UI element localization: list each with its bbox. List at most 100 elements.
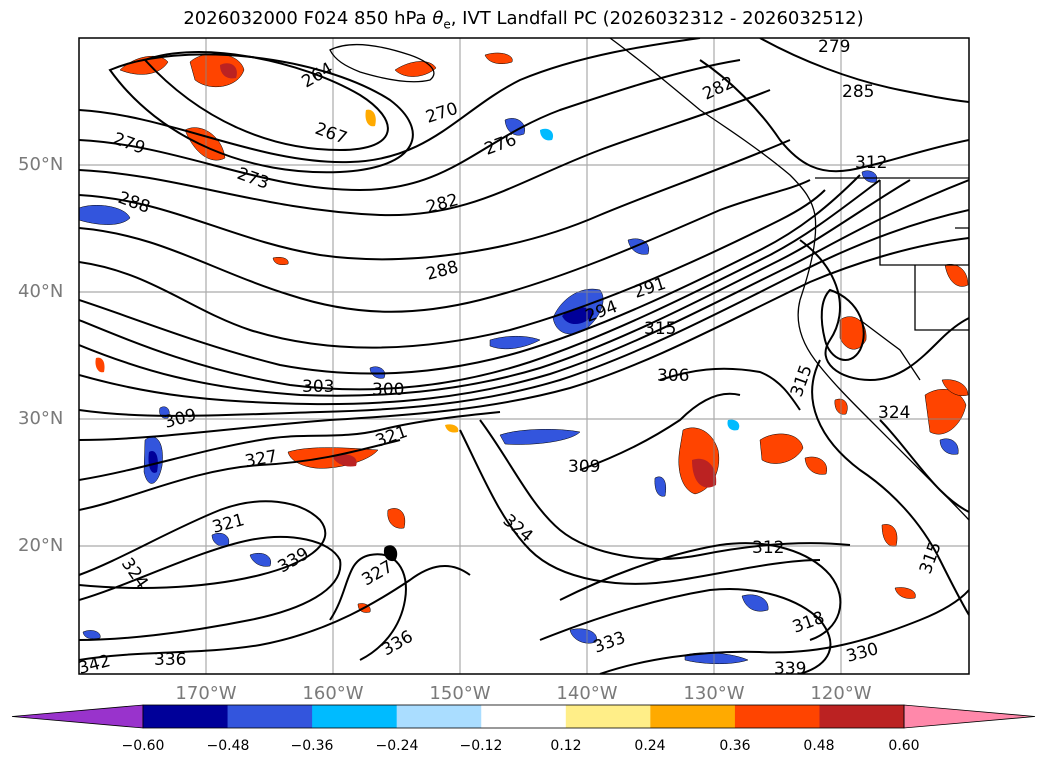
warm-anomaly-patch — [365, 109, 376, 127]
cool-anomaly-patch — [82, 630, 101, 639]
warm-anomaly-patch — [839, 316, 867, 350]
warm-anomaly-patch — [445, 424, 459, 433]
contour-line — [79, 500, 327, 589]
map-background — [79, 38, 969, 674]
cool-anomaly-core — [148, 450, 158, 473]
contour-line — [659, 367, 801, 411]
warm-anomaly-core — [692, 458, 717, 488]
lon-label-170w: 170°W — [175, 683, 237, 704]
cool-anomaly-patch — [489, 336, 541, 350]
coastlines — [329, 38, 969, 562]
warm-anomaly-patch — [119, 55, 169, 75]
colorbar-tick-label: 0.60 — [888, 738, 920, 754]
cool-anomaly-patch — [741, 594, 769, 612]
colorbar-segment — [734, 705, 820, 728]
contour-label: 285 — [842, 82, 874, 102]
contour-line — [820, 288, 865, 362]
colorbar-tick-label: −0.60 — [121, 738, 165, 754]
contour-line — [579, 392, 741, 471]
lon-label-160w: 160°W — [302, 683, 364, 704]
colorbar-segment — [227, 705, 313, 728]
warm-anomaly-patch — [804, 456, 828, 475]
lon-label-120w: 120°W — [810, 683, 872, 704]
contour-line — [79, 59, 741, 192]
colorbar-tick-label: −0.36 — [290, 738, 334, 754]
colorbar-segment — [312, 705, 398, 728]
contour-line — [79, 179, 911, 397]
cool-anomaly-patch — [654, 476, 666, 497]
contour-line — [79, 189, 826, 349]
contour-line — [79, 174, 861, 375]
warm-anomaly-patch — [394, 61, 437, 77]
colorbar-tick-label: 0.48 — [803, 738, 835, 754]
contour-label: 312 — [855, 153, 887, 173]
contour-line — [79, 209, 969, 417]
contour-line — [79, 439, 401, 511]
contour-label: 306 — [657, 366, 689, 386]
lat-label-40n: 40°N — [18, 281, 64, 302]
cool-anomaly-patch — [540, 128, 554, 141]
cool-anomaly-patch — [939, 438, 959, 455]
contour-line — [599, 589, 969, 674]
colorbar-tick-label: 0.36 — [719, 738, 751, 754]
warm-anomaly-patch — [759, 433, 804, 464]
contour-line — [329, 553, 407, 661]
cool-anomaly-patch — [499, 429, 581, 445]
shaded-anomaly-layer — [79, 52, 969, 665]
contour-label: 300 — [372, 380, 404, 400]
warm-anomaly-core — [332, 454, 357, 467]
state-border — [955, 227, 969, 265]
figure-title: 2026032000 F024 850 hPa θe, IVT Landfall… — [183, 8, 864, 32]
warm-anomaly-core — [220, 63, 237, 79]
contour-line — [759, 38, 969, 103]
colorbar-segment — [396, 705, 482, 728]
lat-label-20n: 20°N — [18, 535, 64, 556]
colorbar-extend-max — [903, 704, 1036, 729]
map-frame — [78, 37, 970, 675]
contour-line — [559, 542, 842, 641]
warm-anomaly-patch — [272, 257, 289, 265]
theta-e-contours — [79, 38, 969, 674]
colorbar-tick-label: −0.12 — [459, 738, 503, 754]
contour-line — [479, 419, 851, 560]
contour-label: 342 — [76, 651, 113, 679]
cool-anomaly-patch — [727, 419, 740, 431]
contour-line — [108, 53, 414, 174]
cool-anomaly-patch — [504, 118, 525, 136]
contour-line — [79, 38, 701, 164]
contour-label: 336 — [154, 650, 186, 670]
contour-label: 303 — [302, 377, 334, 397]
contour-line — [699, 59, 969, 173]
contour-label: 324 — [878, 403, 910, 423]
colorbar-extend-min — [11, 704, 144, 729]
contour-label: 339 — [774, 659, 806, 679]
colorbar-tick-label: −0.48 — [206, 738, 250, 754]
contour-line — [79, 564, 471, 661]
alaska-peninsula-coast — [329, 43, 435, 83]
contour-label: 315 — [644, 319, 676, 339]
cool-anomaly-patch — [569, 628, 597, 644]
lon-label-130w: 130°W — [683, 683, 745, 704]
warm-anomaly-patch — [387, 508, 406, 529]
warm-anomaly-patch — [184, 127, 226, 161]
contour-line — [79, 411, 501, 481]
colorbar-segment — [143, 705, 229, 728]
contour-line — [79, 179, 811, 313]
contour-line — [79, 237, 969, 441]
colorbar-tick-label: −0.24 — [375, 738, 419, 754]
warm-anomaly-patch — [484, 52, 513, 64]
contour-line — [799, 239, 969, 382]
contour-label: 309 — [568, 457, 600, 477]
colorbar-segment — [650, 705, 736, 728]
north-america-coast — [609, 38, 969, 521]
cool-anomaly-patch — [249, 552, 272, 567]
contour-line — [79, 179, 881, 391]
state-border — [914, 265, 969, 331]
warm-anomaly-patch — [924, 389, 967, 435]
contour-label: 312 — [752, 538, 784, 558]
colorbar-outline — [142, 704, 905, 729]
colorbar-tick-label: 0.24 — [634, 738, 666, 754]
lat-label-30n: 30°N — [18, 408, 64, 429]
cool-anomaly-patch — [79, 205, 131, 225]
